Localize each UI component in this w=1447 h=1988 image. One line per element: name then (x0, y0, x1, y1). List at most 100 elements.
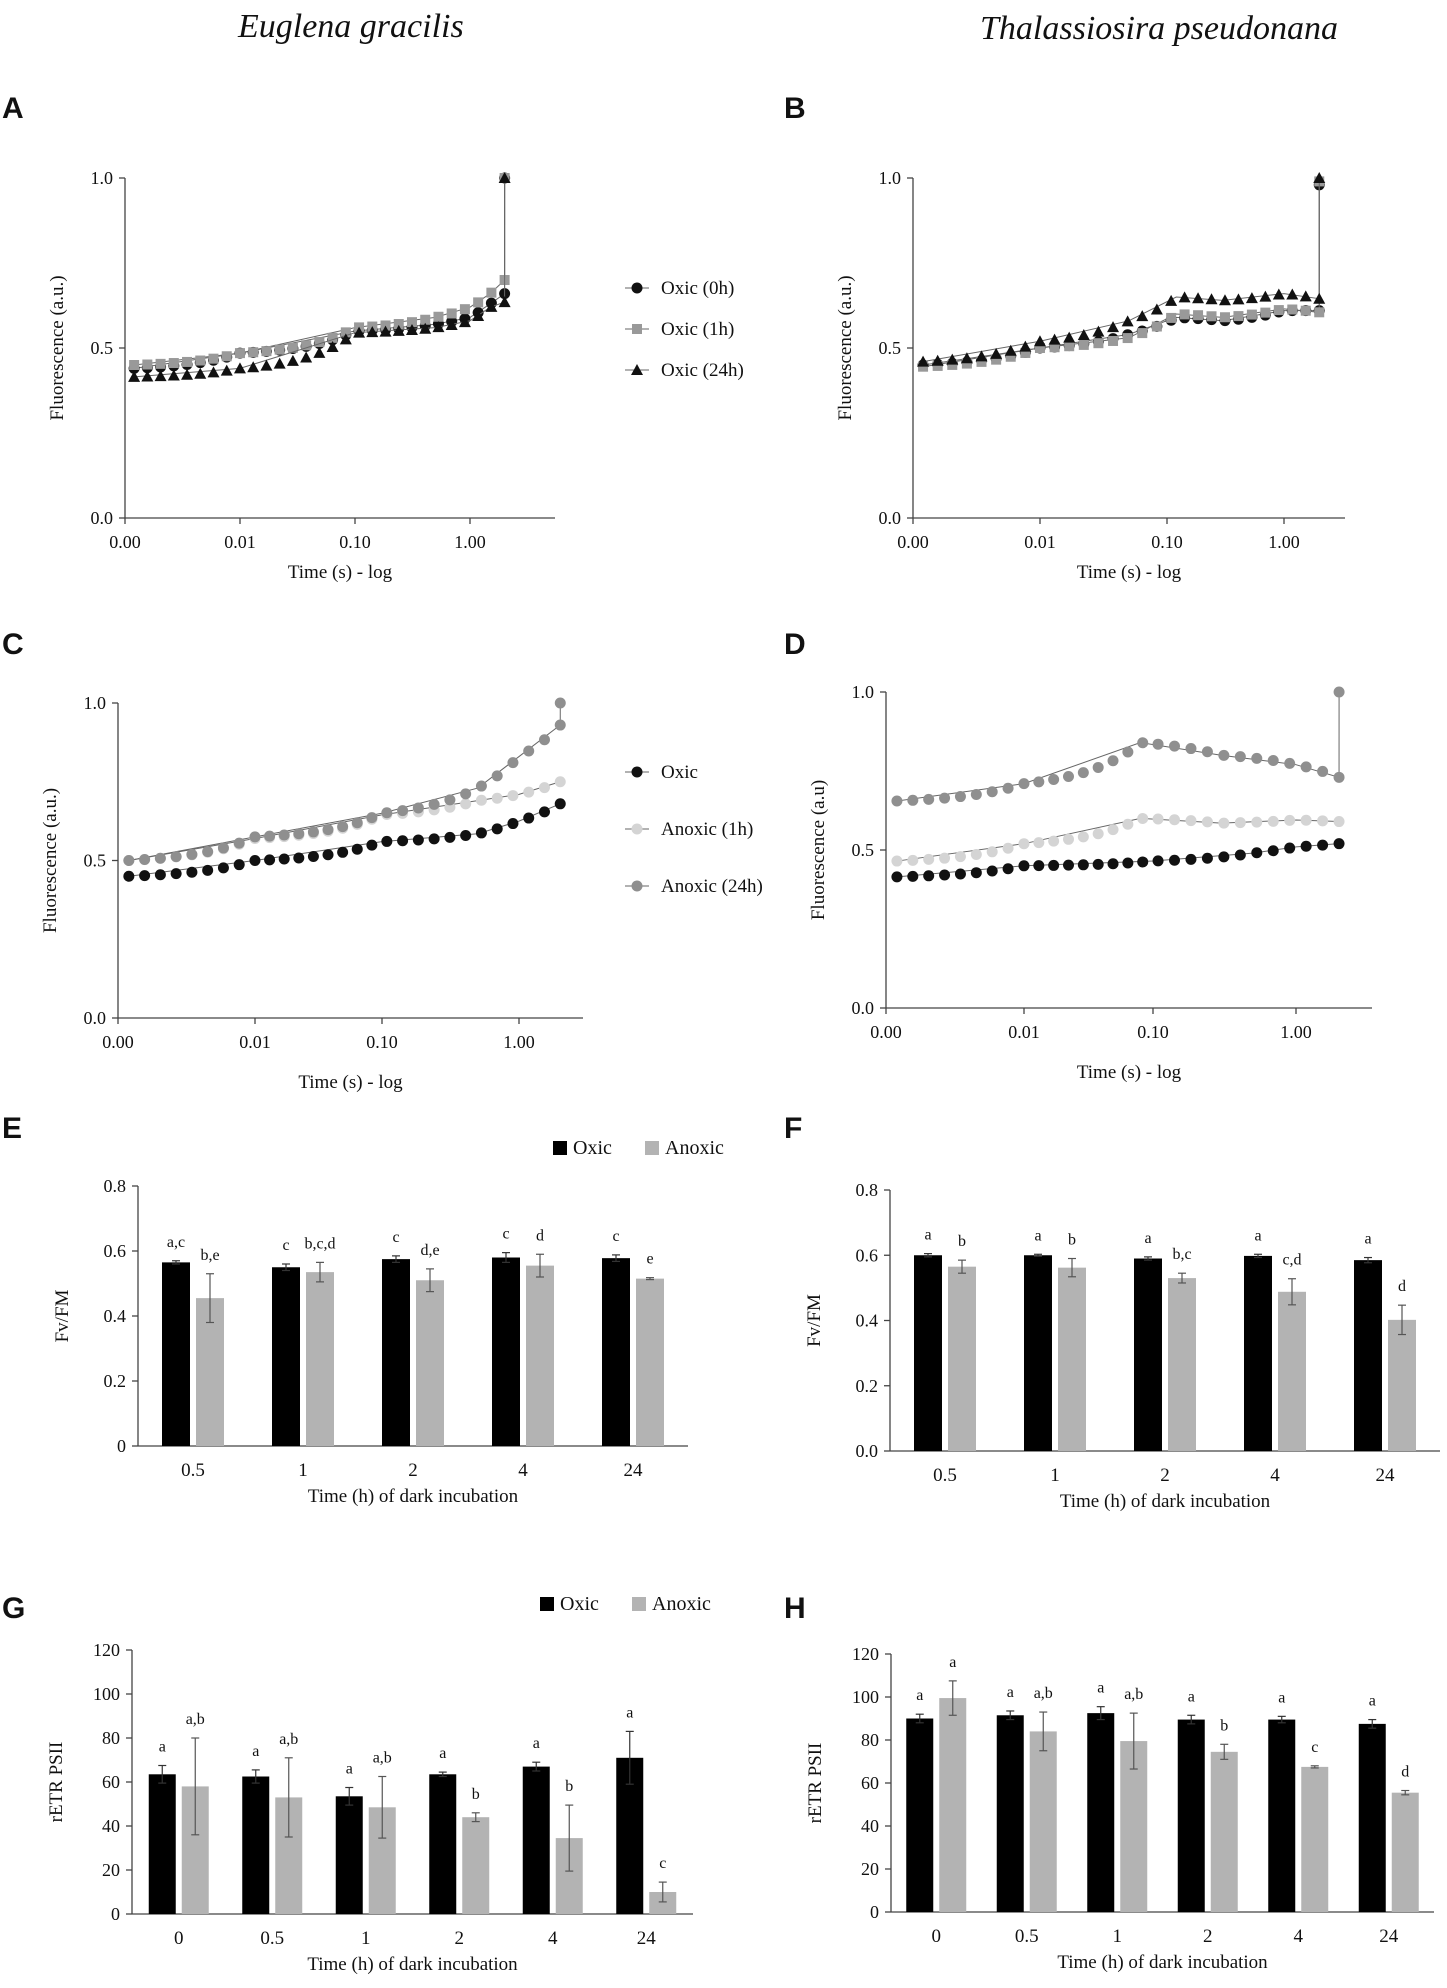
chart-d-xtick-label: 1.00 (1280, 1022, 1312, 1042)
chart-d-point (1107, 824, 1119, 836)
panel-label-e: E (2, 1112, 23, 1145)
chart-d-point (1251, 752, 1263, 764)
chart-b-point (1314, 307, 1325, 318)
chart-d-point (1317, 839, 1329, 851)
chart-c-legend-marker (631, 766, 643, 778)
chart-d-point (1062, 833, 1074, 845)
chart-d-point (1185, 815, 1197, 827)
chart-a-xtick-label: 0.10 (339, 532, 371, 552)
chart-d-point (986, 846, 998, 858)
panel-label-a: A (2, 92, 24, 125)
chart-a-point (286, 354, 299, 366)
chart-h-significance-letter: a (1278, 1689, 1285, 1706)
chart-d-point (1185, 853, 1197, 865)
chart-c-legend-label: Anoxic (24h) (661, 876, 763, 897)
chart-e-category-label: 4 (518, 1460, 528, 1481)
chart-h-bar-oxic (906, 1718, 934, 1912)
chart-f-category-label: 1 (1050, 1465, 1060, 1486)
chart-h-ytick-label: 80 (861, 1730, 879, 1750)
chart-b-point (946, 353, 959, 365)
chart-d-point (1218, 851, 1230, 863)
chart-h-bar-anoxic (1391, 1792, 1419, 1912)
chart-e-ytick-label: 0.8 (104, 1176, 127, 1196)
chart-f-category-label: 0.5 (933, 1465, 957, 1486)
chart-a-point (220, 364, 233, 376)
chart-a-xtick-label: 0.00 (109, 532, 141, 552)
chart-g-significance-letter: c (659, 1855, 666, 1872)
chart-b-series-0 (922, 184, 1320, 366)
chart-d-point (923, 853, 935, 865)
chart-d-point (1077, 831, 1089, 843)
chart-c-series-line (128, 803, 561, 877)
chart-c-point (554, 776, 566, 788)
chart-b-point (1206, 311, 1217, 322)
chart-c-point (491, 792, 503, 804)
chart-d-point (1169, 814, 1181, 826)
chart-c-point (293, 828, 305, 840)
chart-d-point (1048, 859, 1060, 871)
chart-c-point (293, 852, 305, 864)
chart-b-point (1273, 305, 1284, 316)
chart-c-point-peak (554, 697, 566, 709)
chart-a-point (221, 351, 232, 362)
chart-c-point (428, 833, 440, 845)
chart-b-point (1232, 293, 1245, 305)
chart-c-ytick-label: 1.0 (84, 693, 107, 713)
chart-d-point (1122, 746, 1134, 758)
chart-c-point (538, 806, 550, 818)
chart-d-point (1185, 743, 1197, 755)
chart-g-ytick-label: 20 (102, 1860, 120, 1880)
chart-c-point (366, 839, 378, 851)
chart-a-point (141, 370, 154, 382)
chart-e-bar-oxic (492, 1257, 520, 1446)
chart-g-category-label: 1 (361, 1928, 371, 1949)
chart-a-point (234, 348, 245, 359)
chart-b-point (1108, 335, 1119, 346)
chart-d-point (986, 865, 998, 877)
chart-a-point (432, 321, 445, 333)
chart-d-point (1284, 757, 1296, 769)
chart-e-bar-oxic (272, 1267, 300, 1446)
chart-b-point (1300, 305, 1311, 316)
chart-b-point (1259, 290, 1272, 302)
chart-c-xtick-label: 1.00 (503, 1032, 535, 1052)
chart-d-ytick-label: 1.0 (852, 682, 875, 702)
chart-a-point (208, 353, 219, 364)
chart-c-point (460, 798, 472, 810)
chart-c-point (460, 788, 472, 800)
chart-a-point (339, 333, 352, 345)
chart-e-x-axis-label: Time (h) of dark incubation (308, 1486, 519, 1507)
chart-d-point (1300, 840, 1312, 852)
chart-c-legend-marker (631, 823, 643, 835)
chart-c-point (366, 812, 378, 824)
chart-g-bar-oxic (148, 1774, 176, 1914)
chart-d-point (1169, 740, 1181, 752)
chart-e-ytick-label: 0.4 (104, 1306, 127, 1326)
chart-c-point (217, 842, 229, 854)
chart-a-point (379, 325, 392, 337)
chart-d-point (923, 870, 935, 882)
chart-b-point (1048, 333, 1061, 345)
chart-c-point (397, 835, 409, 847)
chart-c-point (507, 757, 519, 769)
chart-d-point (1267, 755, 1279, 767)
chart-g-significance-letter: a (346, 1761, 353, 1778)
chart-d-point (954, 868, 966, 880)
chart-e-ytick-label: 0.6 (104, 1241, 127, 1261)
chart-a-point (393, 319, 404, 330)
chart-b-point (1233, 311, 1244, 322)
chart-a-point (247, 361, 260, 373)
chart-g-bar-anoxic (649, 1892, 677, 1914)
chart-d-point (1033, 860, 1045, 872)
chart-a-legend-label: Oxic (1h) (661, 319, 734, 340)
chart-c-point (507, 790, 519, 802)
chart-b-point (917, 355, 930, 367)
chart-d-point (970, 849, 982, 861)
chart-c-series-2 (128, 702, 561, 861)
chart-d-point (1201, 852, 1213, 864)
chart-b-point (975, 350, 988, 362)
chart-b-point (976, 356, 987, 367)
chart-b-point (932, 360, 943, 371)
chart-e-significance-letter: b,e (200, 1247, 219, 1264)
chart-e-significance-letter: d,e (420, 1242, 439, 1259)
